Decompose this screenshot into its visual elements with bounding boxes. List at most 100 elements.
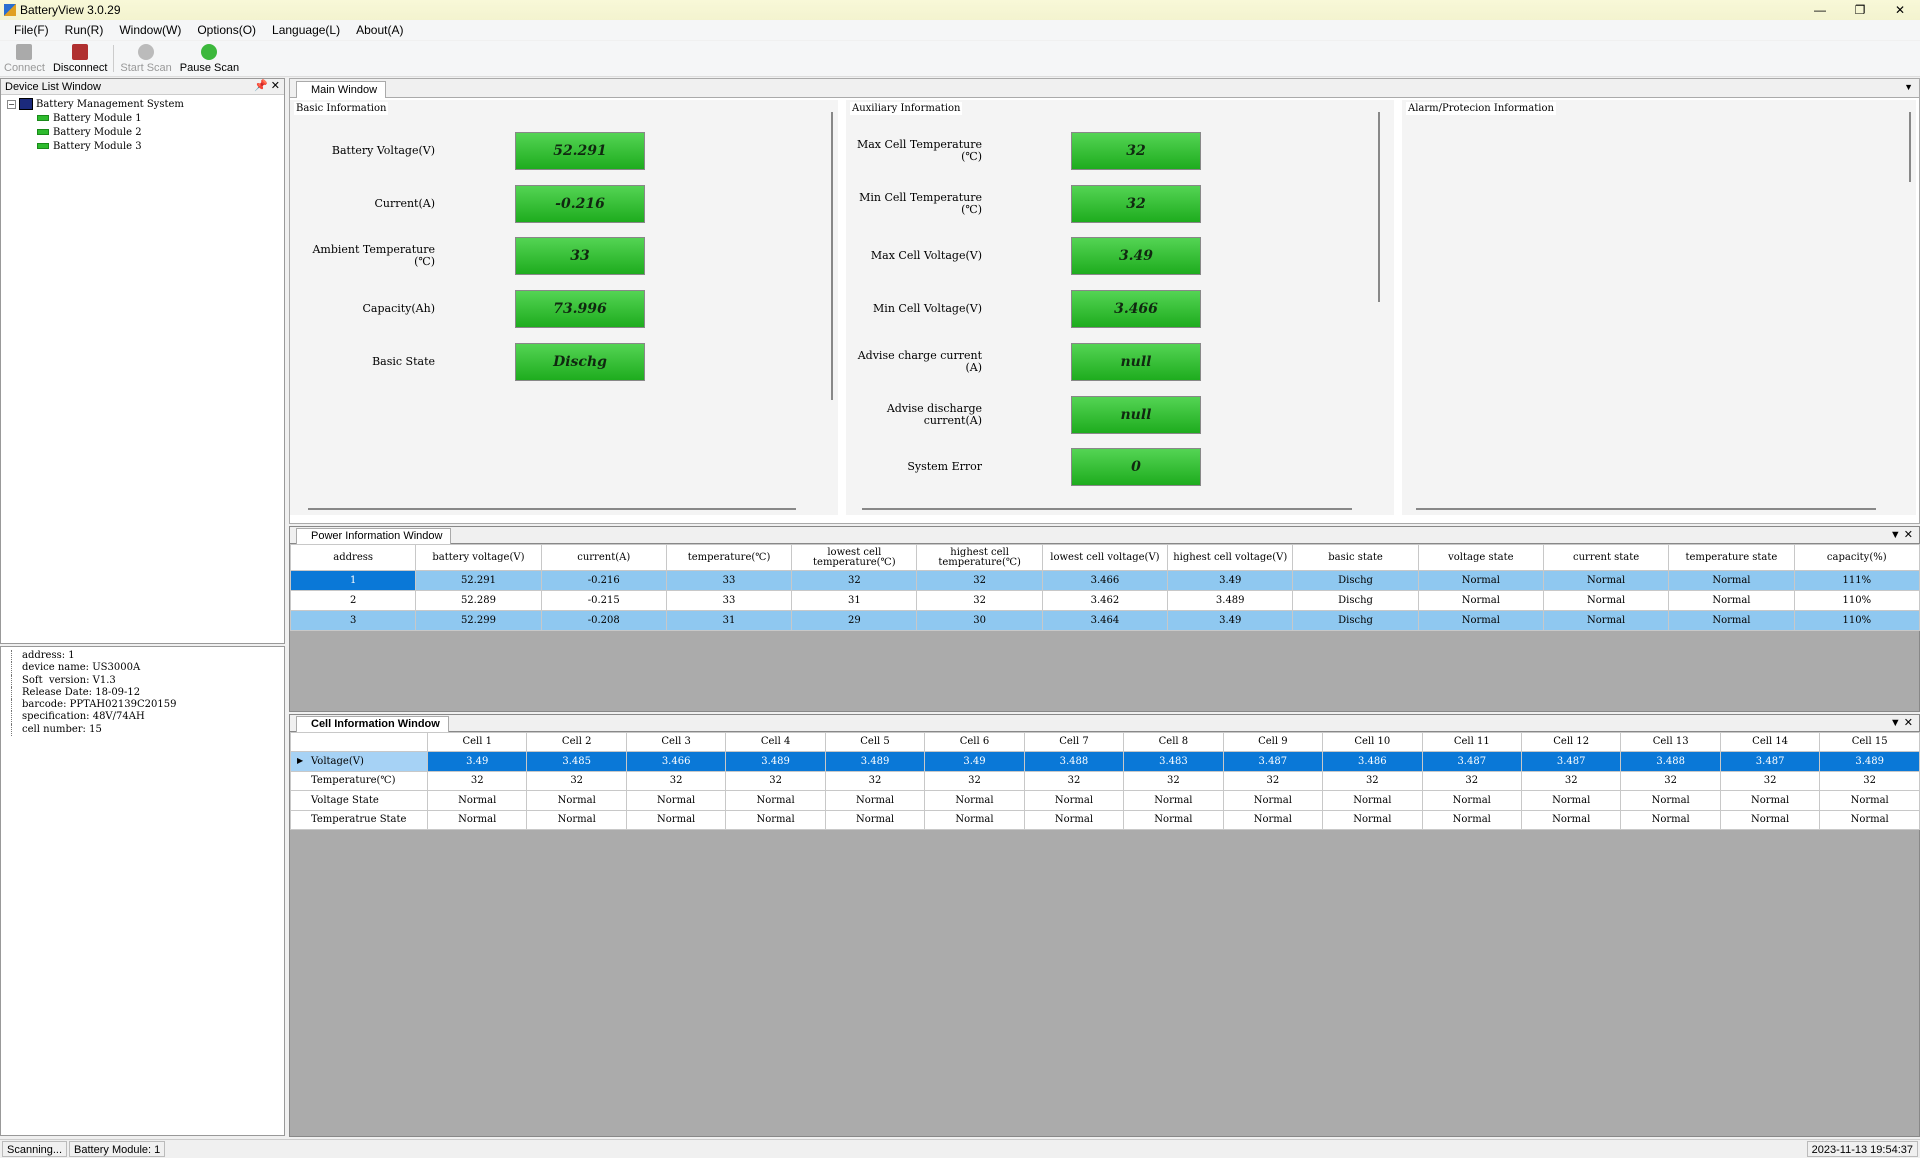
start-scan-button[interactable]: Start Scan	[116, 41, 175, 76]
table-cell[interactable]: 3.462	[1041, 590, 1169, 611]
table-cell[interactable]: Normal	[1668, 570, 1795, 591]
table-cell[interactable]: Normal	[1417, 570, 1544, 591]
tab-power-info[interactable]: Power Information Window	[296, 528, 452, 544]
col-header[interactable]: Cell 3	[625, 732, 727, 752]
table-cell[interactable]: 32	[791, 570, 918, 591]
disconnect-button[interactable]: Disconnect	[49, 41, 111, 76]
table-row[interactable]: ▶ Voltage(V) 3.49 3.485 3.466 3.489 3.489 3.49 3…	[290, 751, 1920, 772]
close-icon[interactable]: ✕	[270, 80, 280, 92]
table-cell[interactable]: Dischg	[1292, 590, 1419, 611]
col-header[interactable]: Cell 2	[526, 732, 627, 752]
table-cell[interactable]: 32	[1123, 770, 1224, 791]
table-cell[interactable]: Normal	[625, 809, 727, 830]
tab-cell-info[interactable]: Cell Information Window	[296, 716, 449, 732]
table-cell[interactable]: Normal	[1620, 790, 1721, 811]
dropdown-icon[interactable]: ▼	[1904, 82, 1913, 92]
col-voltage-state[interactable]: voltage state	[1417, 544, 1544, 571]
collapse-icon[interactable]: −	[7, 99, 16, 109]
table-cell[interactable]: 1	[289, 570, 417, 591]
table-cell[interactable]: Normal	[924, 809, 1025, 830]
table-cell[interactable]: Normal	[625, 790, 727, 811]
col-current-state[interactable]: current state	[1542, 544, 1670, 571]
table-cell[interactable]: 32	[1421, 770, 1522, 791]
table-cell[interactable]: 32	[1819, 770, 1920, 791]
col-header[interactable]: Cell 14	[1719, 732, 1821, 752]
table-cell[interactable]: 3.49	[924, 751, 1025, 772]
table-cell[interactable]: Normal	[1668, 590, 1795, 611]
menu-window[interactable]: Window(W)	[119, 23, 182, 37]
row-header[interactable]: ▶ Voltage(V)	[290, 751, 428, 772]
maximize-icon[interactable]: ❐	[1854, 3, 1866, 17]
col-highest-cell-voltage[interactable]: highest cell voltage(V)	[1167, 544, 1294, 571]
table-cell[interactable]: Normal	[1417, 590, 1544, 611]
table-cell[interactable]: 52.289	[415, 590, 542, 611]
table-cell[interactable]: 32	[426, 770, 528, 791]
table-row[interactable]: Temperatrue State Normal Normal Normal Norma…	[290, 809, 1920, 830]
table-cell[interactable]: Normal	[824, 809, 926, 830]
menu-about[interactable]: About(A)	[356, 23, 404, 37]
pause-scan-button[interactable]: Pause Scan	[176, 41, 243, 76]
minimize-icon[interactable]: —	[1814, 3, 1826, 17]
table-cell[interactable]: Normal	[725, 809, 826, 830]
table-cell[interactable]: 52.291	[415, 570, 542, 591]
table-cell[interactable]: 3.483	[1123, 751, 1224, 772]
table-row[interactable]: Temperature(℃) 32 32 32 32 32 32 32 32 32 32 32 32 32…	[290, 770, 1920, 791]
table-cell[interactable]: 33	[665, 570, 793, 591]
table-row[interactable]: Voltage State Normal Normal Normal Normal Nor…	[290, 790, 1920, 811]
table-cell[interactable]: Normal	[1819, 809, 1920, 830]
col-header[interactable]: Cell 5	[824, 732, 926, 752]
col-header[interactable]: Cell 13	[1620, 732, 1721, 752]
menu-options[interactable]: Options(O)	[197, 23, 257, 37]
table-cell[interactable]: 3.488	[1620, 751, 1721, 772]
horizontal-scrollbar[interactable]	[308, 508, 796, 510]
col-temperature-state[interactable]: temperature state	[1668, 544, 1795, 571]
table-cell[interactable]: 30	[916, 610, 1043, 631]
table-row[interactable]: 2 52.289 -0.215 33 31 32 3.462 3.489 Dischg Norma…	[289, 590, 1920, 611]
tree-item-module-2[interactable]: Battery Module 2	[37, 125, 284, 139]
table-cell[interactable]: 32	[725, 770, 826, 791]
table-cell[interactable]: -0.215	[540, 590, 667, 611]
table-cell[interactable]: 33	[665, 590, 793, 611]
row-header[interactable]: Temperature(℃)	[290, 770, 428, 791]
tab-main-window[interactable]: Main Window	[296, 81, 387, 98]
table-cell[interactable]: 3.488	[1023, 751, 1125, 772]
table-cell[interactable]: 32	[1620, 770, 1721, 791]
table-cell[interactable]: 3.49	[426, 751, 528, 772]
pin-icon[interactable]: 📌	[254, 80, 268, 92]
table-cell[interactable]: 31	[665, 610, 793, 631]
vertical-scrollbar[interactable]	[831, 112, 833, 400]
table-cell[interactable]: Normal	[1719, 790, 1821, 811]
table-cell[interactable]: Normal	[1542, 610, 1670, 631]
table-cell[interactable]: 32	[824, 770, 926, 791]
vertical-scrollbar[interactable]	[1909, 112, 1911, 182]
table-cell[interactable]: 29	[791, 610, 918, 631]
table-cell[interactable]: 31	[791, 590, 918, 611]
dropdown-icon[interactable]: ▼	[1889, 717, 1901, 729]
table-cell[interactable]: Normal	[1542, 570, 1670, 591]
table-cell[interactable]: 32	[916, 570, 1043, 591]
table-row[interactable]: 3 52.299 -0.208 31 29 30 3.464 3.49 Dischg Normal…	[289, 610, 1920, 631]
table-cell[interactable]: Normal	[1417, 610, 1544, 631]
col-header[interactable]: Cell 4	[725, 732, 826, 752]
tree-root[interactable]: − Battery Management System	[7, 97, 284, 111]
table-cell[interactable]: 32	[1222, 770, 1324, 791]
tree-item-module-1[interactable]: Battery Module 1	[37, 111, 284, 125]
table-cell[interactable]: Normal	[1322, 809, 1423, 830]
menu-language[interactable]: Language(L)	[272, 23, 341, 37]
table-cell[interactable]: Normal	[1023, 809, 1125, 830]
table-cell[interactable]: 111%	[1793, 570, 1920, 591]
table-cell[interactable]: Normal	[426, 790, 528, 811]
table-cell[interactable]: 3.489	[725, 751, 826, 772]
table-cell[interactable]: Normal	[1719, 809, 1821, 830]
col-lowest-cell-voltage[interactable]: lowest cell voltage(V)	[1041, 544, 1169, 571]
col-address[interactable]: address	[289, 544, 417, 571]
table-cell[interactable]: -0.216	[540, 570, 667, 591]
table-cell[interactable]: 2	[289, 590, 417, 611]
table-cell[interactable]: 3.487	[1520, 751, 1622, 772]
col-battery-voltage[interactable]: battery voltage(V)	[415, 544, 542, 571]
row-header[interactable]: Temperatrue State	[290, 809, 428, 830]
table-cell[interactable]: Normal	[1620, 809, 1721, 830]
table-cell[interactable]: Normal	[1819, 790, 1920, 811]
table-cell[interactable]: Normal	[1222, 809, 1324, 830]
table-cell[interactable]: 3.487	[1421, 751, 1522, 772]
